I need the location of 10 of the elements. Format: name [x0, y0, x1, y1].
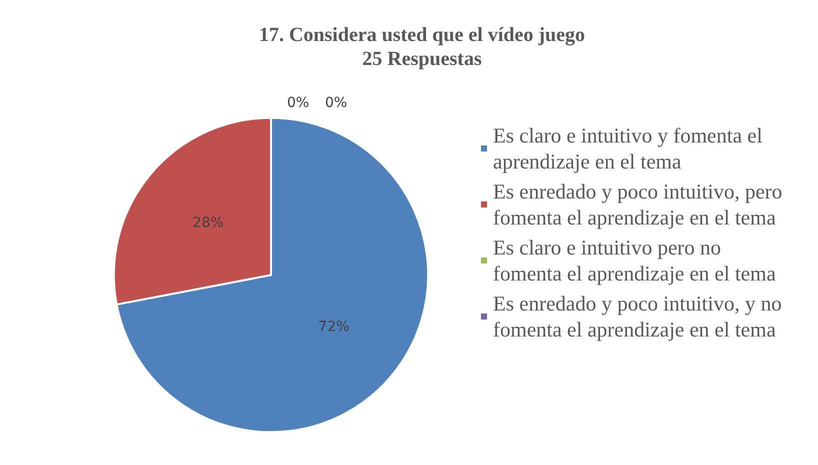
legend-label: Es claro e intuitivo y fomenta el aprendizaje en el tema	[493, 124, 768, 174]
legend-label: Es claro e intuitivo pero no fomenta el aprendizaje en el tema	[493, 236, 776, 286]
text: 0%	[325, 94, 348, 111]
legend-label: Es enredado y poco intuitivo, y no fomenta el aprendizaje en el tema	[493, 292, 787, 342]
data-label: 72%	[318, 319, 350, 335]
chart-title: 17. Considera usted que el vídeo juego	[258, 24, 586, 46]
legend-label: Es enredado y poco intuitivo, pero fomenta el aprendizaje en el tema	[493, 180, 788, 230]
text: 0%	[287, 94, 310, 111]
chart-subtitle: 25 Respuestas	[362, 48, 482, 70]
data-label: 28%	[192, 215, 224, 231]
